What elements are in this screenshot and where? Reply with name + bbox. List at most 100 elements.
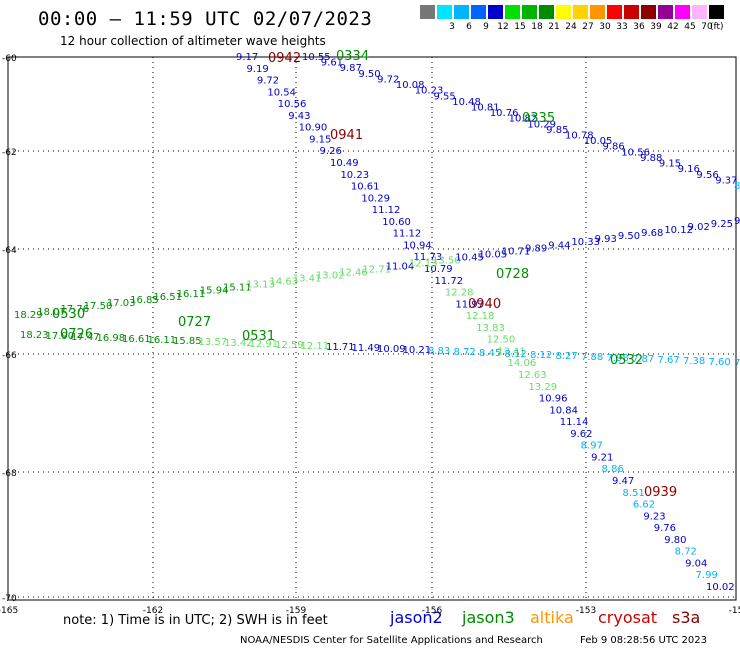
lat-tick-label: -68: [2, 469, 17, 479]
swh-value-track-c: 12.13: [409, 258, 438, 269]
scale-swatch: [692, 5, 707, 19]
swh-value-track-b: 9.87: [340, 63, 362, 74]
swh-value-track-d: 15.85: [173, 336, 202, 347]
swh-value-track-a: 9.04: [685, 558, 707, 569]
swh-value-track-a: 9.21: [591, 452, 613, 463]
swh-value-track-a: 12.18: [466, 311, 495, 322]
swh-value-track-c: 13.41: [293, 274, 322, 285]
pass-time-label: 0942: [268, 51, 301, 66]
swh-value-track-a: 12.50: [487, 335, 516, 346]
scale-swatch: [488, 5, 503, 19]
scale-label: 39: [650, 22, 662, 32]
scale-label: 27: [582, 22, 594, 32]
swh-value-track-a: 10.23: [340, 170, 369, 181]
swh-value-track-c: 15.94: [200, 286, 229, 297]
map-frame: [7, 56, 737, 601]
swh-value-track-a: 9.17: [236, 52, 258, 63]
pass-time-label: 0941: [330, 128, 363, 143]
swh-value-track-c: 12.71: [362, 265, 391, 276]
swh-value-track-c: 9.50: [618, 231, 640, 242]
swh-value-track-a: 10.49: [330, 158, 359, 169]
swh-value-track-d: 7.67: [658, 355, 680, 366]
swh-value-track-c: 10.71: [502, 246, 531, 257]
swh-value-track-a: 10.60: [382, 217, 411, 228]
swh-value-track-c: 13.50: [432, 255, 461, 266]
swh-value-track-d: 11.49: [352, 343, 381, 354]
swh-value-track-b: 9.16: [678, 164, 700, 175]
legend-jason3: jason3: [462, 608, 515, 627]
scale-swatch: [709, 5, 724, 19]
swh-value-track-d: 17.90: [46, 331, 75, 342]
scale-swatch: [675, 5, 690, 19]
scale-swatch: [556, 5, 571, 19]
scale-label: 6: [466, 22, 472, 32]
swh-value-track-c: 16.85: [130, 295, 159, 306]
swh-value-track-a: 9.15: [309, 134, 331, 145]
swh-value-track-c: 9.89: [525, 243, 547, 254]
swh-value-track-b: 10.82: [509, 114, 538, 125]
scale-swatch: [641, 5, 656, 19]
swh-value-track-b: 10.08: [396, 80, 425, 91]
scale-swatch: [573, 5, 588, 19]
lat-tick-label: -62: [2, 148, 17, 158]
swh-value-track-c: 14.63: [269, 277, 298, 288]
scale-swatch: [658, 5, 673, 19]
scale-label: 30: [599, 22, 611, 32]
swh-value-track-b: 10.29: [527, 119, 556, 130]
swh-value-track-d: 12.91: [250, 339, 279, 350]
swh-value-track-c: 16.11: [177, 289, 206, 300]
swh-value-track-a: 11.73: [414, 252, 443, 263]
swh-value-track-a: 13.83: [476, 323, 505, 334]
swh-value-track-a: 8.97: [581, 441, 603, 452]
swh-value-track-a: 9.26: [320, 146, 342, 157]
lon-tick-label: -165: [0, 606, 18, 616]
scale-unit: (ft): [710, 22, 724, 32]
swh-value-track-d: 10.21: [403, 345, 432, 356]
swh-value-track-a: 8.51: [622, 488, 644, 499]
swh-value-track-a: 11.12: [393, 229, 422, 240]
pass-time-label: 0335: [522, 111, 555, 126]
swh-value-track-a: 9.62: [570, 429, 592, 440]
swh-value-track-b: 10.56: [621, 147, 650, 158]
scale-swatch: [539, 5, 554, 19]
swh-value-track-a: 11.12: [372, 205, 401, 216]
scale-label: 12: [497, 22, 509, 32]
swh-value-track-b: 9.85: [546, 125, 568, 136]
swh-value-track-a: 10.29: [361, 193, 390, 204]
scale-swatch: [420, 5, 435, 19]
scale-label: 18: [531, 22, 543, 32]
lat-tick-label: -60: [2, 54, 17, 64]
swh-value-track-a: 10.96: [539, 394, 568, 405]
swh-value-track-c: 16.51: [153, 292, 182, 303]
legend-jason2: jason2: [390, 608, 443, 627]
swh-value-track-c: 9.93: [595, 234, 617, 245]
pass-time-label: 0334: [336, 49, 369, 64]
swh-value-track-a: 10.02: [706, 582, 735, 593]
swh-value-track-a: 7.99: [696, 570, 718, 581]
scale-label: 9: [483, 22, 489, 32]
swh-value-track-c: 9.25: [711, 219, 733, 230]
swh-value-track-a: 11.14: [560, 417, 589, 428]
swh-value-track-d: 7.87: [632, 354, 654, 365]
swh-value-track-d: 7.5: [734, 358, 740, 369]
swh-value-track-a: 11.72: [434, 276, 463, 287]
swh-value-track-d: 16.11: [148, 335, 177, 346]
lat-tick-label: -70: [2, 594, 17, 604]
swh-value-track-d: 18.23: [20, 330, 49, 341]
swh-value-track-a: 11.97: [455, 299, 484, 310]
swh-value-track-b: 9.61: [321, 58, 343, 69]
swh-value-track-d: 7.38: [683, 356, 705, 367]
swh-value-track-a: 12.63: [518, 370, 547, 381]
lon-tick-label: -159: [286, 606, 307, 616]
swh-value-track-d: 8.12: [505, 349, 527, 360]
lon-tick-label: -15: [729, 606, 740, 616]
scale-swatch: [590, 5, 605, 19]
swh-value-track-c: 13.02: [316, 271, 345, 282]
lon-tick-label: -156: [422, 606, 443, 616]
swh-value-track-a: 13.29: [528, 382, 557, 393]
swh-value-track-b: 9.56: [696, 170, 718, 181]
pass-time-label: 0532: [610, 353, 643, 368]
lat-tick-label: -66: [2, 351, 17, 361]
swh-value-track-a: 8.72: [675, 547, 697, 558]
